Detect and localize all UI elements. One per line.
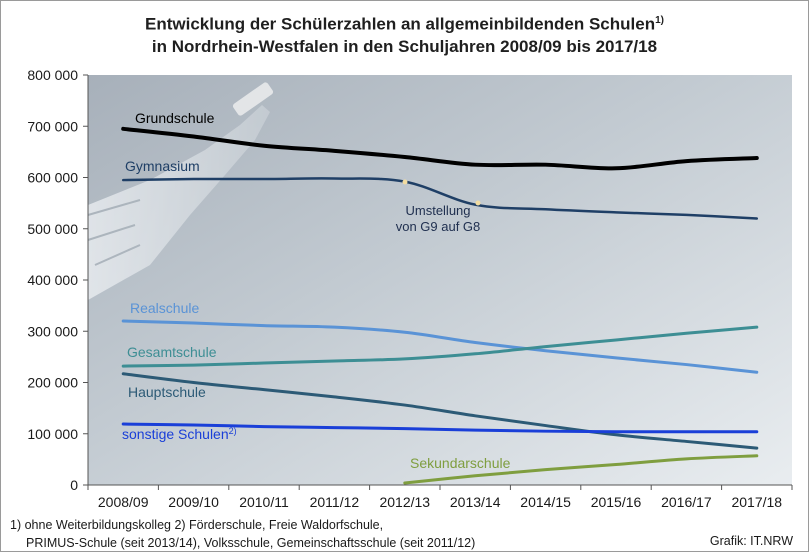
x-tick-label: 2008/09 <box>98 494 149 510</box>
series-label-gymnasium: Gymnasium <box>125 158 200 174</box>
x-tick-labels: 2008/09 2009/10 2010/11 2011/12 2012/13 2013/… <box>87 485 793 510</box>
y-tick-label: 500 000 <box>27 221 78 237</box>
series-line-sekundarschule <box>403 454 759 485</box>
series-line-hauptschule <box>121 372 759 450</box>
title-footnote-marker: 1) <box>655 15 664 26</box>
title-line-2: in Nordrhein-Westfalen in den Schuljahre… <box>151 36 658 56</box>
series-line-gesamtschule <box>121 325 759 368</box>
y-tick-label: 400 000 <box>27 272 78 288</box>
y-tick-label: 300 000 <box>27 323 78 339</box>
annotation-line-2: von G9 auf G8 <box>396 219 481 234</box>
annotation-line-1: Umstellung <box>405 203 470 218</box>
y-tick-label: 0 <box>70 477 78 493</box>
series-label-realschule: Realschule <box>130 300 199 316</box>
x-tick-label: 2013/14 <box>450 494 501 510</box>
x-tick-label: 2017/18 <box>731 494 782 510</box>
series-line-realschule <box>121 319 759 374</box>
y-tick-label: 800 000 <box>27 67 78 83</box>
y-tick-label: 200 000 <box>27 375 78 391</box>
y-tick-label: 100 000 <box>27 426 78 442</box>
x-tick-label: 2012/13 <box>379 494 430 510</box>
plot-background <box>88 75 792 485</box>
x-tick-label: 2014/15 <box>520 494 571 510</box>
series-label-hauptschule: Hauptschule <box>128 384 206 400</box>
footnote-line-1: 1) ohne Weiterbildungskolleg 2) Fördersc… <box>10 518 384 532</box>
footnote-line-2: PRIMUS-Schule (seit 2013/14), Volksschul… <box>26 536 476 550</box>
series-label-gesamtschule: Gesamtschule <box>127 344 217 360</box>
credit: Grafik: IT.NRW <box>709 534 793 548</box>
chart-title: Entwicklung der Schülerzahlen an allgeme… <box>0 10 809 58</box>
x-tick-label: 2015/16 <box>591 494 642 510</box>
y-tick-label: 700 000 <box>27 118 78 134</box>
series-lines <box>121 126 759 485</box>
series-label-sekundarschule: Sekundarschule <box>410 455 511 471</box>
series-labels: Grundschule Gymnasium Realschule Gesamtschu… <box>122 110 511 471</box>
x-tick-label: 2010/11 <box>239 494 289 510</box>
series-line-grundschule <box>121 126 759 171</box>
series-line-sonstige-schulen <box>121 422 759 434</box>
x-tick-label: 2016/17 <box>661 494 712 510</box>
annotation-dot-start <box>402 179 408 185</box>
hand-chalk-illustration <box>87 82 274 300</box>
x-tick-label: 2009/10 <box>168 494 219 510</box>
annotation-dot-end <box>475 200 481 206</box>
series-label-grundschule: Grundschule <box>135 110 215 126</box>
y-tick-label: 600 000 <box>27 170 78 186</box>
title-line-1: Entwicklung der Schülerzahlen an allgeme… <box>144 14 656 34</box>
x-tick-label: 2011/12 <box>310 494 360 510</box>
series-label-sonstige-schulen: sonstige Schulen2) <box>122 426 237 442</box>
g9-g8-annotation: Umstellung von G9 auf G8 <box>396 179 481 234</box>
series-line-gymnasium <box>121 177 759 220</box>
footnote: 1) ohne Weiterbildungskolleg 2) Fördersc… <box>10 516 475 552</box>
y-tick-labels: 0 100 000 200 000 300 000 400 000 500 000 600 … <box>27 67 88 493</box>
